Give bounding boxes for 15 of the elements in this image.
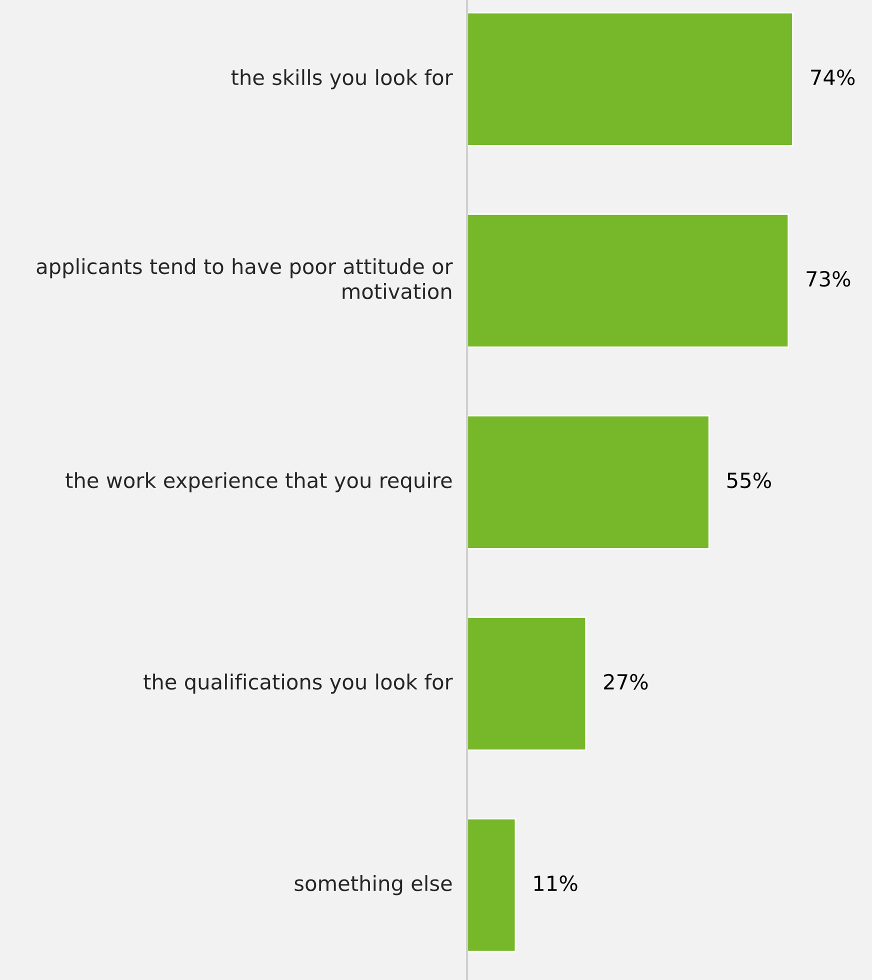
data-label: 73% [806,270,850,287]
bar [467,818,516,952]
data-label: 55% [727,472,771,488]
y-tick-label: the skills you look for [231,69,453,90]
bar [467,213,790,348]
y-tick-label: the work experience that you require [66,472,452,492]
bar [467,616,587,751]
data-label: 74% [811,69,855,86]
data-label: 27% [604,674,648,690]
bar [467,12,794,146]
y-tick-label: something else [294,875,452,896]
y-tick-label: the qualifications you look for [144,674,453,694]
y-tick-label: applicants tend to have poor attitude or motivation [36,258,453,300]
data-label: 11% [534,875,578,892]
bar [467,414,710,550]
